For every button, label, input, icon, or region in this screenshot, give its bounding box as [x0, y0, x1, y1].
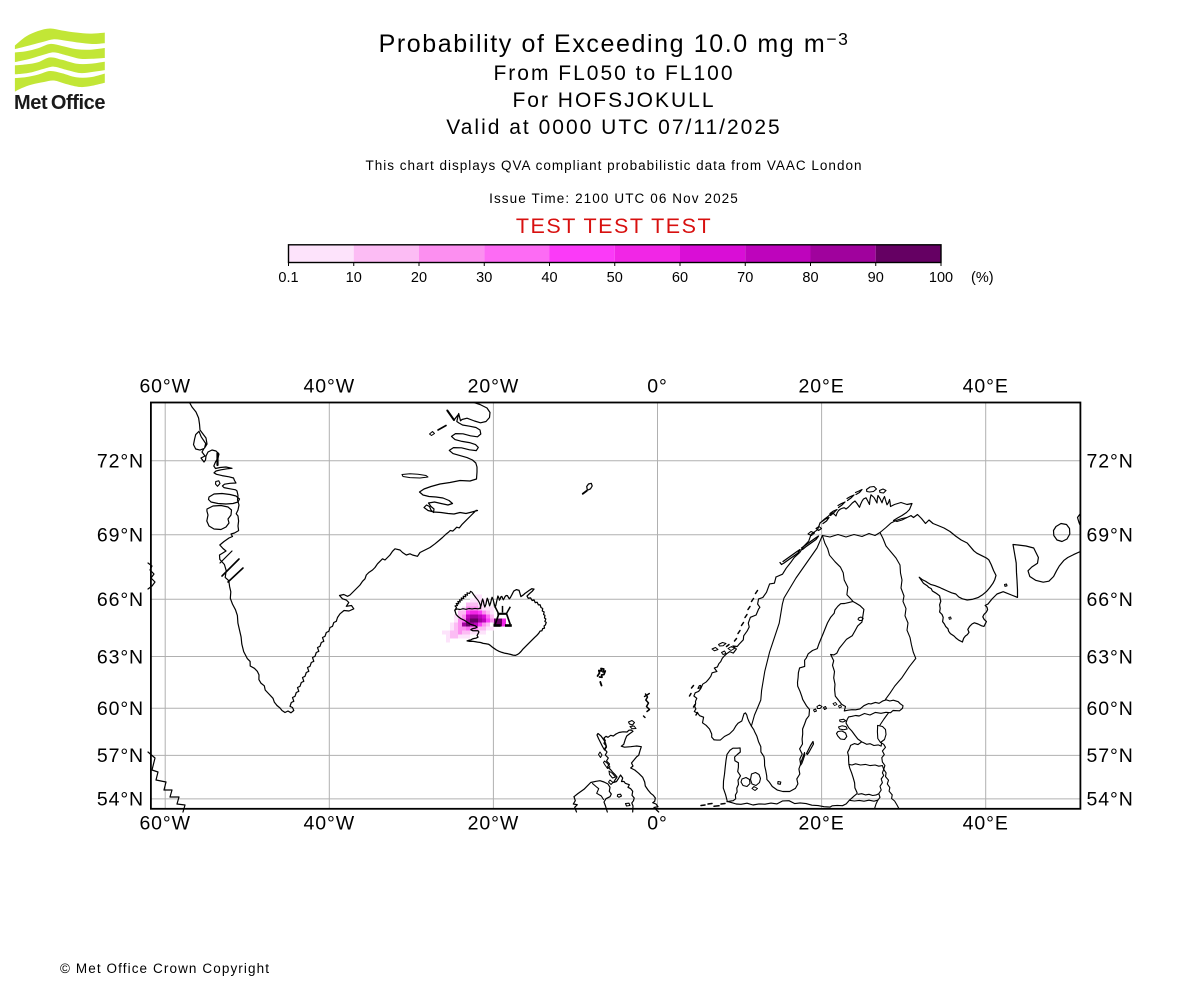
- svg-text:57°N: 57°N: [97, 745, 144, 767]
- svg-text:66°N: 66°N: [97, 589, 144, 611]
- svg-text:50: 50: [607, 270, 623, 286]
- svg-text:57°N: 57°N: [1087, 745, 1134, 767]
- svg-text:90: 90: [868, 270, 884, 286]
- svg-text:60°W: 60°W: [139, 375, 191, 397]
- svg-text:66°N: 66°N: [1087, 589, 1134, 611]
- svg-text:20°E: 20°E: [799, 375, 845, 397]
- svg-text:54°N: 54°N: [97, 789, 144, 811]
- svg-text:60°W: 60°W: [139, 813, 191, 835]
- svg-text:72°N: 72°N: [1087, 451, 1134, 473]
- svg-text:60: 60: [672, 270, 688, 286]
- svg-text:60°N: 60°N: [97, 698, 144, 720]
- svg-text:40: 40: [541, 270, 557, 286]
- svg-text:70: 70: [737, 270, 753, 286]
- svg-text:40°E: 40°E: [963, 813, 1009, 835]
- svg-text:20°E: 20°E: [799, 813, 845, 835]
- svg-text:69°N: 69°N: [97, 525, 144, 547]
- svg-text:40°E: 40°E: [963, 375, 1009, 397]
- svg-text:40°W: 40°W: [304, 375, 356, 397]
- svg-text:0°: 0°: [647, 375, 667, 397]
- svg-text:100: 100: [929, 270, 953, 286]
- svg-text:40°W: 40°W: [304, 813, 356, 835]
- svg-text:69°N: 69°N: [1087, 525, 1134, 547]
- svg-text:20°W: 20°W: [468, 375, 520, 397]
- svg-text:54°N: 54°N: [1087, 789, 1134, 811]
- svg-text:63°N: 63°N: [1087, 646, 1134, 668]
- svg-text:0°: 0°: [647, 813, 667, 835]
- svg-text:(%): (%): [971, 270, 994, 286]
- svg-text:63°N: 63°N: [97, 646, 144, 668]
- svg-text:30: 30: [476, 270, 492, 286]
- svg-text:60°N: 60°N: [1087, 698, 1134, 720]
- svg-text:80: 80: [802, 270, 818, 286]
- svg-text:0.1: 0.1: [278, 270, 298, 286]
- svg-text:20°W: 20°W: [468, 813, 520, 835]
- svg-text:20: 20: [411, 270, 427, 286]
- svg-text:10: 10: [346, 270, 362, 286]
- svg-text:72°N: 72°N: [97, 451, 144, 473]
